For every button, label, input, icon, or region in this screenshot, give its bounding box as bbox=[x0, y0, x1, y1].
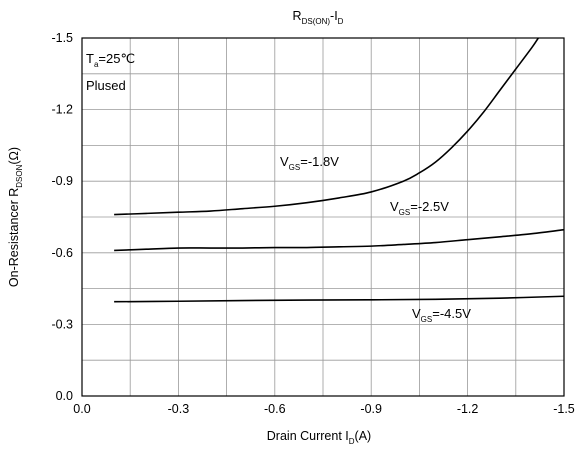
grid bbox=[82, 38, 564, 396]
tick-labels: 0.0 -0.3 -0.6 -0.9 -1.2 -1.5 0.0 -0.3 -0.6 -0.9 -1… bbox=[51, 31, 574, 416]
data-series bbox=[114, 37, 565, 303]
y-tick-label: -1.5 bbox=[51, 31, 73, 45]
x-tick-label: -0.9 bbox=[360, 402, 382, 416]
series-label-vgs-1-8: VGS=-1.8V bbox=[280, 154, 339, 172]
x-tick-label: -1.2 bbox=[457, 402, 479, 416]
y-tick-label: -0.9 bbox=[51, 174, 73, 188]
y-tick-label: -0.6 bbox=[51, 246, 73, 260]
series-label-vgs-2-5: VGS=-2.5V bbox=[390, 199, 449, 217]
series-label-vgs-4-5: VGS=-4.5V bbox=[412, 306, 471, 324]
condition-mode: Plused bbox=[86, 78, 126, 93]
x-tick-label: -1.5 bbox=[553, 402, 575, 416]
condition-temperature: Ta=25℃ bbox=[86, 51, 135, 69]
series-line-vgs-1-8 bbox=[114, 37, 539, 216]
x-tick-label: 0.0 bbox=[73, 402, 90, 416]
x-axis-label: Drain Current ID(A) bbox=[267, 429, 371, 446]
plot-frame bbox=[81, 37, 565, 397]
series-line-vgs-2-5 bbox=[114, 228, 565, 252]
x-tick-label: -0.3 bbox=[168, 402, 190, 416]
x-tick-label: -0.6 bbox=[264, 402, 286, 416]
y-tick-label: -1.2 bbox=[51, 103, 73, 117]
chart-title: RDS(ON)-ID bbox=[293, 9, 344, 26]
series-line-vgs-4-5 bbox=[114, 295, 565, 303]
y-axis-label: On-Resistancer RDSON(Ω) bbox=[7, 147, 24, 287]
y-tick-label: -0.3 bbox=[51, 317, 73, 331]
y-tick-label: 0.0 bbox=[56, 389, 73, 403]
